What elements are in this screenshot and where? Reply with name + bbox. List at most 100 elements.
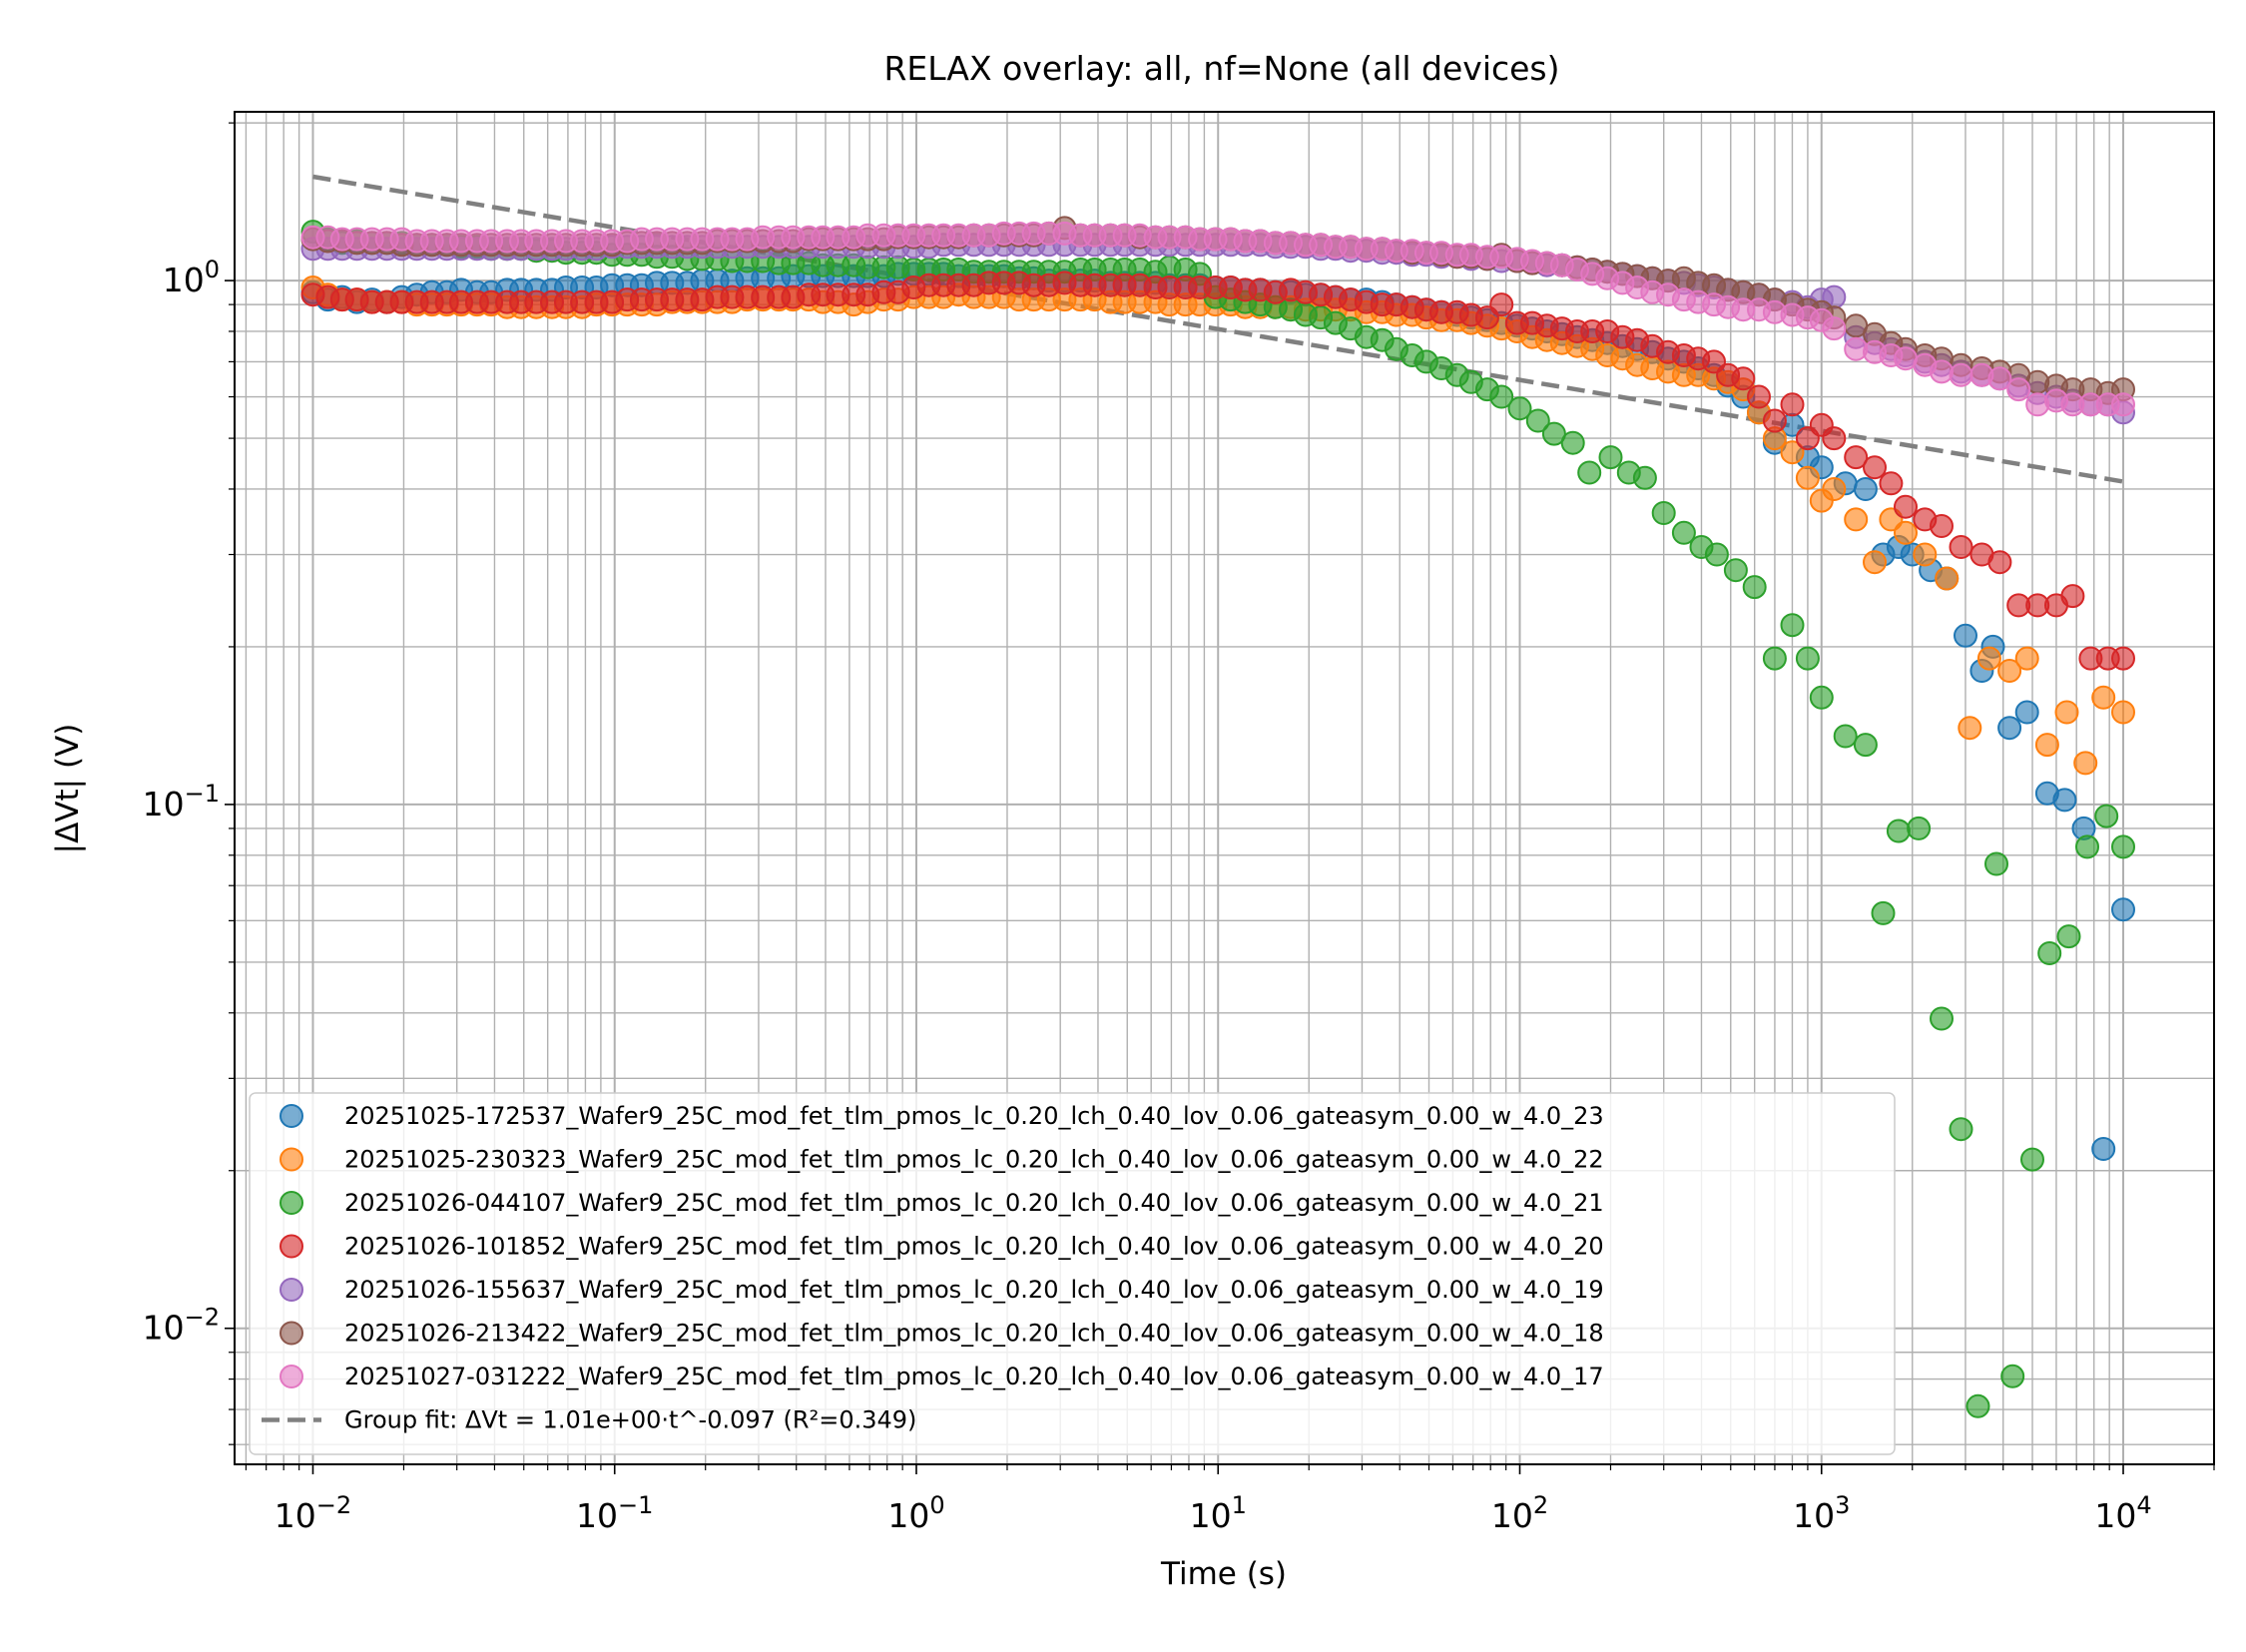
data-point [1747,384,1771,409]
data-point [1671,520,1696,545]
legend-marker [280,1278,303,1302]
data-point [2054,700,2079,725]
data-point [1976,646,2001,671]
data-point [1958,716,1982,741]
x-tick-label: 10−2 [275,1491,351,1535]
legend-entry-label: 20251026-213422_Wafer9_25C_mod_fet_tlm_p… [344,1320,1604,1348]
x-tick-label: 102 [1491,1491,1548,1535]
legend-marker [280,1321,303,1346]
legend-marker [280,1104,303,1128]
data-point [1809,685,1834,710]
legend-entry-label: 20251027-031222_Wafer9_25C_mod_fet_tlm_p… [344,1363,1604,1390]
legend-entry-label: 20251026-155637_Wafer9_25C_mod_fet_tlm_p… [344,1276,1604,1304]
fit-line [312,174,2124,484]
data-point [1780,392,1805,417]
data-point [1822,316,1847,341]
data-point [1795,465,1820,490]
data-point [2111,646,2135,671]
data-point [2111,834,2135,859]
data-point [1489,292,1514,317]
data-point [2111,392,2135,417]
data-point [1598,445,1623,470]
data-point [1935,566,1960,591]
plot-frame [234,111,2215,1465]
series-6-points [300,221,2135,417]
data-point [2014,700,2039,725]
data-point [2111,897,2135,922]
points-layer [300,216,2135,1418]
y-axis-label: |ΔVt| (V) [50,724,86,854]
series-3-points [300,271,2135,671]
data-point [1844,507,1869,532]
data-point [1723,558,1748,583]
data-point [1949,1117,1973,1142]
data-point [2075,834,2099,859]
data-point [2060,584,2085,609]
data-point [1987,550,2012,575]
data-point [1525,408,1550,433]
data-point [1844,445,1869,470]
y-tick-label: 10−2 [143,1304,220,1348]
x-tick-label: 104 [2094,1491,2151,1535]
data-point [1871,900,1896,925]
data-point [2000,1364,2025,1388]
y-tick-label: 100 [163,256,220,299]
x-tick-label: 103 [1793,1491,1850,1535]
data-point [2037,941,2062,965]
data-point [1853,733,1878,758]
legend-box [249,1092,1896,1455]
data-point [1853,477,1878,501]
data-point [1762,408,1787,433]
data-point [1833,724,1858,749]
legend-marker [280,1234,303,1259]
data-point [1886,819,1911,843]
x-axis-label: Time (s) [1160,1556,1287,1592]
data-point [2056,924,2081,949]
data-point [1907,816,1932,840]
y-tick-label: 10−1 [143,780,220,824]
data-point [1997,716,2022,741]
data-point [2006,377,2031,402]
data-point [1577,460,1602,485]
data-point [1930,359,1954,384]
data-point [1949,535,1973,559]
data-point [1780,440,1805,465]
data-point [2020,1147,2044,1172]
data-point [1560,430,1585,455]
data-point [1913,542,1938,567]
data-point [1930,1006,1954,1031]
data-point [1762,646,1787,671]
data-point [1949,362,1973,387]
data-point [1965,1393,1990,1418]
data-point [1742,575,1767,600]
data-point [1954,623,1977,648]
data-point [2073,751,2098,776]
legend-fit-label: Group fit: ΔVt = 1.01e+00·t^-0.097 (R²=0… [344,1406,916,1434]
data-point [2034,733,2059,758]
data-point [1795,646,1820,671]
chart-title: RELAX overlay: all, nf=None (all devices… [884,49,1560,88]
x-tick-label: 10−1 [576,1491,653,1535]
data-point [1632,465,1657,490]
legend-entry-label: 20251026-044107_Wafer9_25C_mod_fet_tlm_p… [344,1189,1604,1217]
data-point [1987,366,2012,391]
data-point [1894,494,1918,519]
legend-marker [280,1191,303,1215]
data-point [1704,542,1729,567]
legend-entry-label: 20251025-230323_Wafer9_25C_mod_fet_tlm_p… [344,1146,1604,1174]
data-point [1863,455,1887,480]
data-point [1822,426,1847,451]
ticks-layer: 10−2 10−1 100 101 102 103 104 10−2 10−1 100 [143,122,2215,1535]
legend-entry-label: 20251025-172537_Wafer9_25C_mod_fet_tlm_p… [344,1102,1604,1130]
data-point [1780,613,1805,638]
data-point [1863,550,1887,575]
legend: 20251025-172537_Wafer9_25C_mod_fet_tlm_p… [249,1092,1896,1455]
fit-layer [312,174,2124,484]
series-2-points [300,220,2135,1418]
data-point [2052,788,2077,813]
data-point [2111,700,2135,725]
data-point [1507,396,1532,421]
data-point [2091,1137,2116,1161]
